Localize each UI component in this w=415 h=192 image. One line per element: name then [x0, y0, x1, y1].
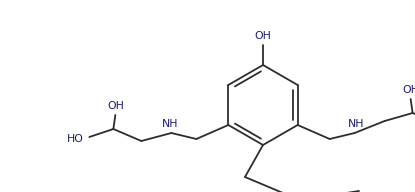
Text: NH: NH — [162, 119, 178, 129]
Text: OH: OH — [402, 85, 415, 95]
Text: OH: OH — [107, 101, 124, 111]
Text: NH: NH — [347, 119, 364, 129]
Text: HO: HO — [67, 134, 84, 144]
Text: OH: OH — [254, 31, 271, 41]
